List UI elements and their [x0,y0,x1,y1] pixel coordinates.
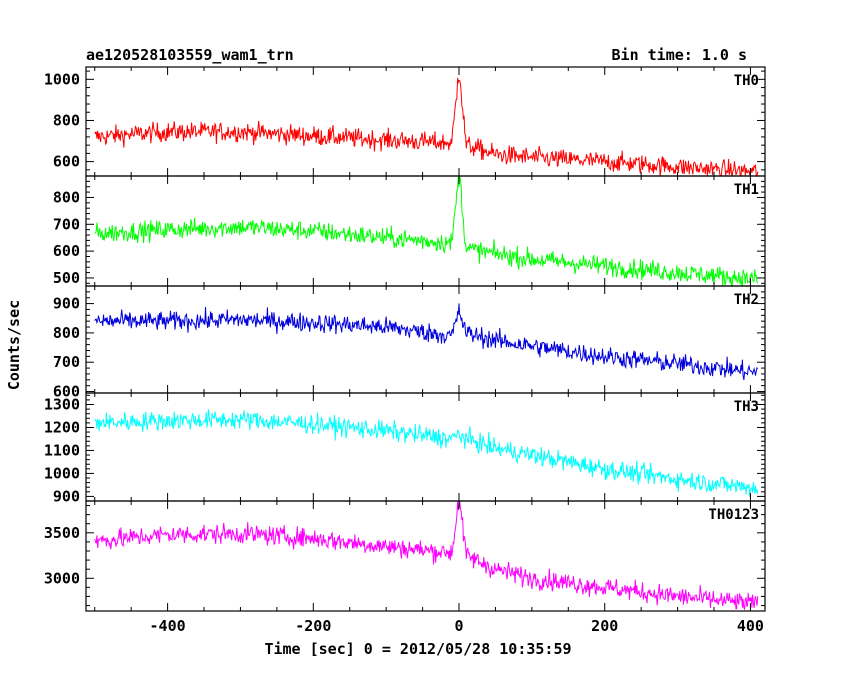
panel-th3: 900 1000 1100 1200 1300 TH3 [44,392,766,505]
panel-frame [85,285,766,394]
y-tick-label: 500 [53,269,80,287]
series-line-th2 [94,303,759,381]
y-tick-label: 1200 [44,418,80,436]
panel-th0: 600 800 1000 TH0 [44,66,766,177]
y-tick-label: 800 [53,111,80,129]
y-tick-label: 1000 [44,70,80,88]
y-tick-label: 600 [53,153,80,171]
panel-th1: 500 600 700 800 TH1 [53,175,766,288]
series-line-th1 [94,175,759,288]
chart-title: ae120528103559_wam1_trn [86,46,294,64]
y-tick-label: 1000 [44,464,80,482]
series-line-th3 [94,409,759,497]
x-tick-label: -400 [150,617,186,635]
y-tick-label: 700 [53,353,80,371]
y-tick-label: 3500 [44,524,80,542]
panel-th2: 600 700 800 900 TH2 [53,285,766,401]
panel-label: TH0123 [708,507,759,523]
y-tick-label: 800 [53,324,80,342]
x-tick-label: 0 [454,617,463,635]
y-tick-label: 800 [53,188,80,206]
y-tick-label: 900 [53,487,80,505]
y-tick-label: 900 [53,295,80,313]
panel-label: TH3 [734,399,759,415]
y-axis-label: Counts/sec [5,300,23,390]
x-tick-label: 400 [737,617,764,635]
bin-time-label: Bin time: 1.0 s [612,46,747,64]
panel-label: TH1 [734,182,759,198]
panel-frame [85,392,766,502]
x-tick-label: -200 [295,617,331,635]
x-tick-label: 200 [591,617,618,635]
y-tick-label: 1300 [44,395,80,413]
y-tick-label: 1100 [44,441,80,459]
panels-group: 600 800 1000 TH0 500 600 700 800 TH1 600 700 800 900… [44,66,766,635]
panel-frame [85,500,766,612]
y-tick-label: 600 [53,242,80,260]
series-line-th0 [94,77,759,177]
y-tick-label: 600 [53,383,80,401]
y-tick-label: 3000 [44,569,80,587]
panel-th0123: 3000 3500 TH0123 [44,500,766,612]
panel-label: TH2 [734,292,759,308]
panel-label: TH0 [734,73,759,89]
x-axis-label: Time [sec] 0 = 2012/05/28 10:35:59 [264,640,571,658]
y-tick-label: 700 [53,215,80,233]
series-line-th0123 [94,500,759,611]
